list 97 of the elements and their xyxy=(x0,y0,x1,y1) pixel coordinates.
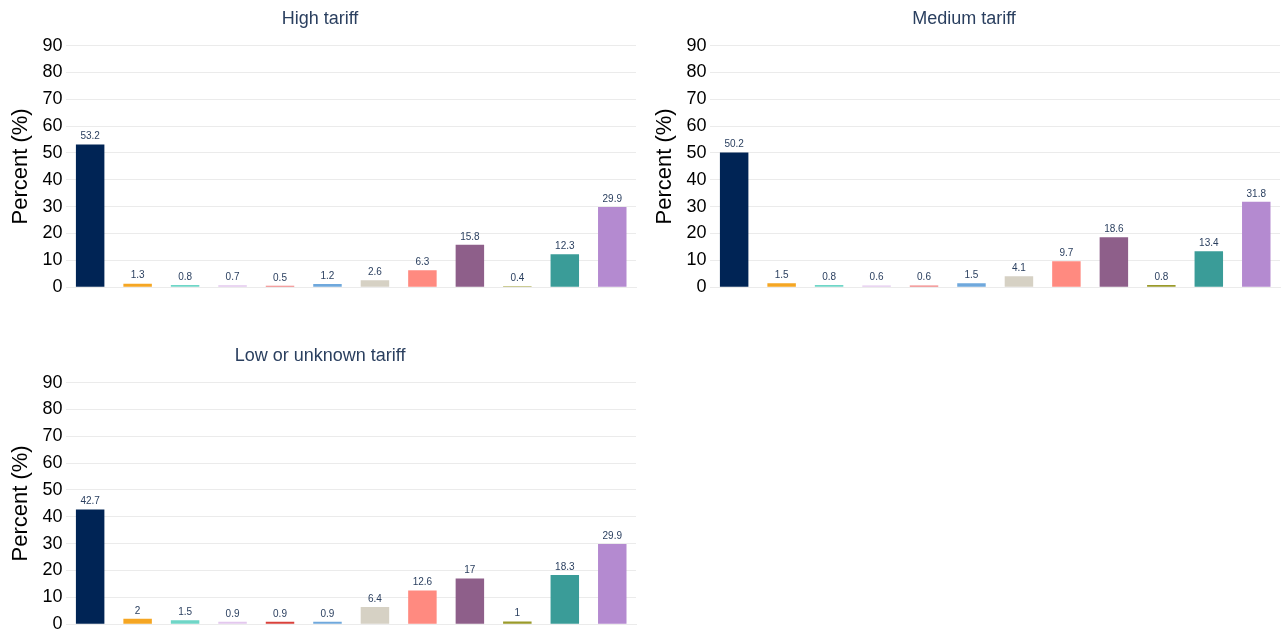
y-tick-label: 80 xyxy=(42,398,63,419)
bar xyxy=(1194,251,1224,287)
bar xyxy=(767,283,796,287)
data-label: 6.4 xyxy=(367,592,383,604)
data-label: 6.3 xyxy=(415,256,430,268)
data-label: 0.7 xyxy=(225,271,240,283)
y-tick-label: 60 xyxy=(686,115,707,136)
data-label: 1.2 xyxy=(320,269,335,281)
y-tick-label: 70 xyxy=(42,425,63,446)
chart-title: Low or unknown tariff xyxy=(234,344,407,365)
y-tick-label: 90 xyxy=(42,371,63,392)
y-tick-label: 10 xyxy=(42,249,63,270)
chart-title: Medium tariff xyxy=(912,7,1017,28)
y-tick-label: 90 xyxy=(686,34,707,55)
bar xyxy=(455,578,485,624)
y-tick-label: 50 xyxy=(686,141,707,162)
bar xyxy=(1004,276,1034,287)
y-tick-label: 50 xyxy=(42,141,63,162)
data-label: 0.4 xyxy=(510,271,525,283)
bar xyxy=(719,152,749,287)
data-label: 2 xyxy=(134,604,141,616)
data-label: 31.8 xyxy=(1246,187,1267,199)
bar xyxy=(360,280,390,287)
data-label: 0.5 xyxy=(273,271,288,283)
data-label: 1.5 xyxy=(964,268,979,280)
data-label: 50.2 xyxy=(724,138,745,150)
bar xyxy=(408,270,437,287)
y-axis-title: Percent (%) xyxy=(7,445,33,562)
y-tick-label: 60 xyxy=(42,115,63,136)
y-tick-label: 30 xyxy=(42,532,63,553)
bar xyxy=(550,575,580,624)
bar xyxy=(598,543,627,624)
data-label: 0.6 xyxy=(869,271,884,283)
data-label: 29.9 xyxy=(602,192,623,204)
data-label: 1 xyxy=(514,607,521,619)
data-label: 0.9 xyxy=(273,607,288,619)
y-tick-label: 0 xyxy=(52,276,63,297)
data-label: 0.8 xyxy=(178,270,193,282)
data-label: 15.8 xyxy=(460,230,481,242)
bar xyxy=(123,618,152,624)
bar xyxy=(503,621,532,624)
data-label: 0.9 xyxy=(225,607,240,619)
data-label: 1.3 xyxy=(130,269,146,281)
chart-title: High tariff xyxy=(281,7,360,28)
bar xyxy=(408,590,437,624)
y-tick-label: 20 xyxy=(42,559,63,580)
bar xyxy=(75,144,105,287)
y-tick-label: 0 xyxy=(696,276,707,297)
data-label: 18.3 xyxy=(555,560,575,572)
y-tick-label: 80 xyxy=(42,61,63,82)
data-label: 2.6 xyxy=(367,265,383,277)
bar xyxy=(1099,237,1129,287)
bar xyxy=(1242,201,1271,287)
y-tick-label: 0 xyxy=(52,613,63,634)
y-tick-label: 60 xyxy=(42,452,63,473)
y-tick-label: 50 xyxy=(42,478,63,499)
y-tick-label: 10 xyxy=(686,249,707,270)
data-label: 42.7 xyxy=(80,495,101,507)
y-tick-label: 90 xyxy=(42,34,63,55)
data-label: 0.9 xyxy=(320,607,335,619)
y-tick-label: 30 xyxy=(42,195,63,216)
y-tick-label: 20 xyxy=(42,222,63,243)
data-label: 13.4 xyxy=(1199,236,1219,248)
data-label: 12.3 xyxy=(555,239,575,251)
y-tick-label: 40 xyxy=(42,168,63,189)
data-label: 1.5 xyxy=(774,268,790,280)
bar xyxy=(170,620,200,624)
y-tick-label: 70 xyxy=(686,88,707,109)
data-label: 1.5 xyxy=(178,605,193,617)
bar xyxy=(313,283,342,287)
y-tick-label: 10 xyxy=(42,586,63,607)
y-tick-label: 80 xyxy=(686,61,707,82)
bar xyxy=(598,206,627,287)
data-label: 0.8 xyxy=(822,270,837,282)
y-tick-label: 40 xyxy=(42,505,63,526)
data-label: 0.8 xyxy=(1154,270,1169,282)
data-label: 29.9 xyxy=(602,529,623,541)
data-label: 17 xyxy=(464,564,476,576)
bar xyxy=(75,509,105,624)
bar xyxy=(123,283,152,287)
data-label: 53.2 xyxy=(80,130,101,142)
data-label: 9.7 xyxy=(1059,246,1074,258)
data-label: 12.6 xyxy=(412,576,433,588)
y-tick-label: 40 xyxy=(686,168,707,189)
y-tick-label: 30 xyxy=(686,195,707,216)
bar xyxy=(1052,261,1081,287)
bar xyxy=(550,254,580,287)
y-tick-label: 70 xyxy=(42,88,63,109)
y-axis-title: Percent (%) xyxy=(7,108,33,225)
bar xyxy=(455,244,485,287)
data-label: 0.6 xyxy=(917,271,932,283)
data-label: 18.6 xyxy=(1104,223,1125,235)
y-axis-title: Percent (%) xyxy=(651,108,677,225)
data-label: 4.1 xyxy=(1011,261,1027,273)
bar xyxy=(957,283,986,287)
y-tick-label: 20 xyxy=(686,222,707,243)
bar xyxy=(360,607,390,624)
